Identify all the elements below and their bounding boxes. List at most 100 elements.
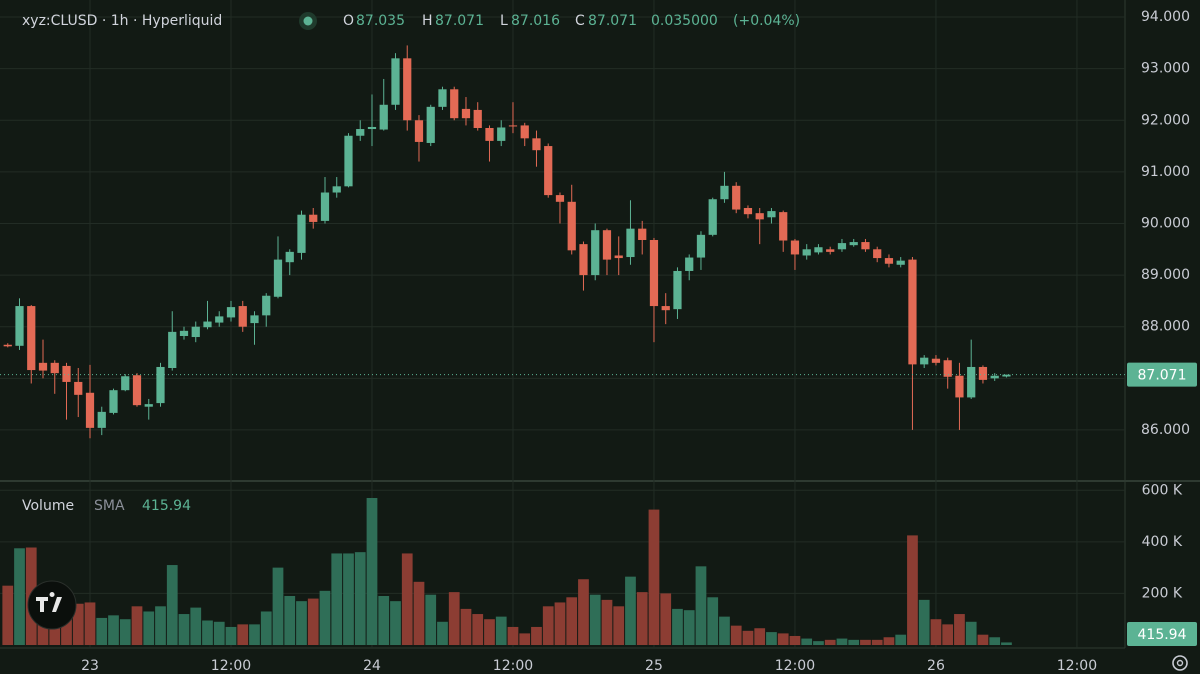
volume-bar — [707, 597, 719, 645]
volume-bar — [296, 601, 307, 645]
candle-body — [790, 240, 800, 255]
volume-bar — [143, 611, 155, 645]
volume-bar — [824, 639, 836, 645]
candle-body — [861, 242, 870, 250]
gear[interactable] — [1172, 655, 1188, 671]
candle-body — [132, 375, 142, 406]
ohlc-key: H — [422, 13, 433, 29]
volume-bar — [625, 576, 636, 645]
volume-bar — [448, 592, 460, 645]
candle-body — [532, 138, 541, 151]
candle-body — [497, 127, 506, 141]
candle-body — [661, 306, 670, 311]
candle-body — [191, 326, 200, 338]
volume-bar — [72, 603, 84, 645]
candle-body — [649, 240, 659, 307]
candle-body — [262, 295, 271, 316]
candle-body — [920, 357, 929, 365]
volume-bar — [542, 606, 554, 645]
labels: xyz:CLUSD · 1h · Hyperliquid O 87.035 H … — [22, 9, 1197, 674]
x-tick-label: 12:00 — [211, 658, 251, 674]
volume-bar — [225, 626, 237, 645]
price-badge-label: 87.071 — [1138, 368, 1187, 384]
candle-body — [144, 404, 153, 407]
volume-label: Volume — [22, 498, 74, 514]
volume-bar — [918, 599, 930, 645]
y-tick-label: 93.000 — [1141, 61, 1190, 77]
candle-body — [414, 120, 424, 142]
y-tick-label: 89.000 — [1141, 267, 1190, 283]
candle-body — [614, 255, 623, 259]
candle-body — [15, 306, 24, 346]
candle-body — [943, 360, 952, 377]
change-percent: (+0.04%) — [733, 13, 800, 29]
volume-bar — [2, 585, 14, 645]
volume-bar — [343, 553, 354, 645]
volume-bar — [460, 608, 472, 645]
marks — [0, 45, 1125, 645]
volume-bar — [237, 624, 249, 645]
volume-bar — [331, 553, 343, 645]
ohlc-value: 87.016 — [511, 13, 560, 29]
volume-bar — [730, 625, 742, 645]
candle-body — [591, 230, 600, 276]
volume-bar — [895, 634, 907, 645]
candle-body — [403, 58, 412, 121]
volume-bar — [413, 581, 425, 645]
volume-bar — [566, 597, 578, 645]
volume-bar — [836, 638, 848, 645]
candle-body — [743, 208, 753, 215]
candle-body — [520, 125, 529, 139]
candle-body — [450, 89, 459, 119]
candle-body — [978, 366, 988, 380]
x-tick-label: 26 — [927, 658, 945, 674]
gear-center — [1176, 659, 1184, 667]
candle-body — [720, 185, 729, 200]
y2-tick-label: 400 K — [1142, 534, 1183, 550]
volume-bar — [249, 624, 260, 645]
volume-bar — [766, 632, 777, 645]
x-tick-label: 12:00 — [775, 658, 815, 674]
volume-bar — [789, 635, 801, 645]
volume-bar — [989, 637, 1001, 645]
volume-bar — [484, 619, 495, 645]
candle-body — [168, 331, 177, 368]
candle-body — [426, 106, 435, 143]
volume-bar — [131, 606, 143, 645]
candle-body — [238, 306, 247, 327]
candle-body — [62, 365, 71, 382]
candle-body — [297, 214, 306, 253]
candle-body — [1002, 374, 1011, 377]
logo-glyph — [36, 592, 62, 612]
ohlc-value: 87.071 — [435, 13, 484, 29]
candle-body — [367, 126, 377, 130]
volume-bar — [84, 602, 96, 645]
ohlc-key: C — [575, 13, 585, 29]
candle-body — [955, 375, 964, 398]
candle-body — [332, 186, 341, 193]
candle-body — [896, 260, 905, 265]
volume-bar — [390, 601, 401, 645]
volume-bar — [601, 599, 613, 645]
volume-bar — [14, 548, 25, 645]
change: 0.035000 — [651, 13, 718, 29]
price-badge — [1127, 362, 1197, 387]
y-tick-label: 92.000 — [1141, 112, 1190, 128]
candle-body — [250, 315, 259, 324]
candle-body — [3, 344, 12, 347]
volume-bar — [354, 552, 366, 645]
logo[interactable] — [27, 580, 77, 630]
candle-body — [931, 358, 941, 363]
symbol[interactable]: xyz:CLUSD · 1h · Hyperliquid — [22, 13, 222, 29]
logo-badge[interactable] — [27, 580, 77, 630]
candle-body — [555, 195, 565, 202]
settings-icon[interactable] — [1172, 655, 1188, 671]
candle-body — [391, 58, 400, 105]
x-tick-label: 23 — [81, 658, 99, 674]
candle-body — [226, 307, 236, 318]
ohlc-key: O — [343, 13, 354, 29]
volume-bar — [284, 595, 296, 645]
volume-bar — [648, 509, 660, 645]
sma-badge — [1127, 622, 1197, 646]
